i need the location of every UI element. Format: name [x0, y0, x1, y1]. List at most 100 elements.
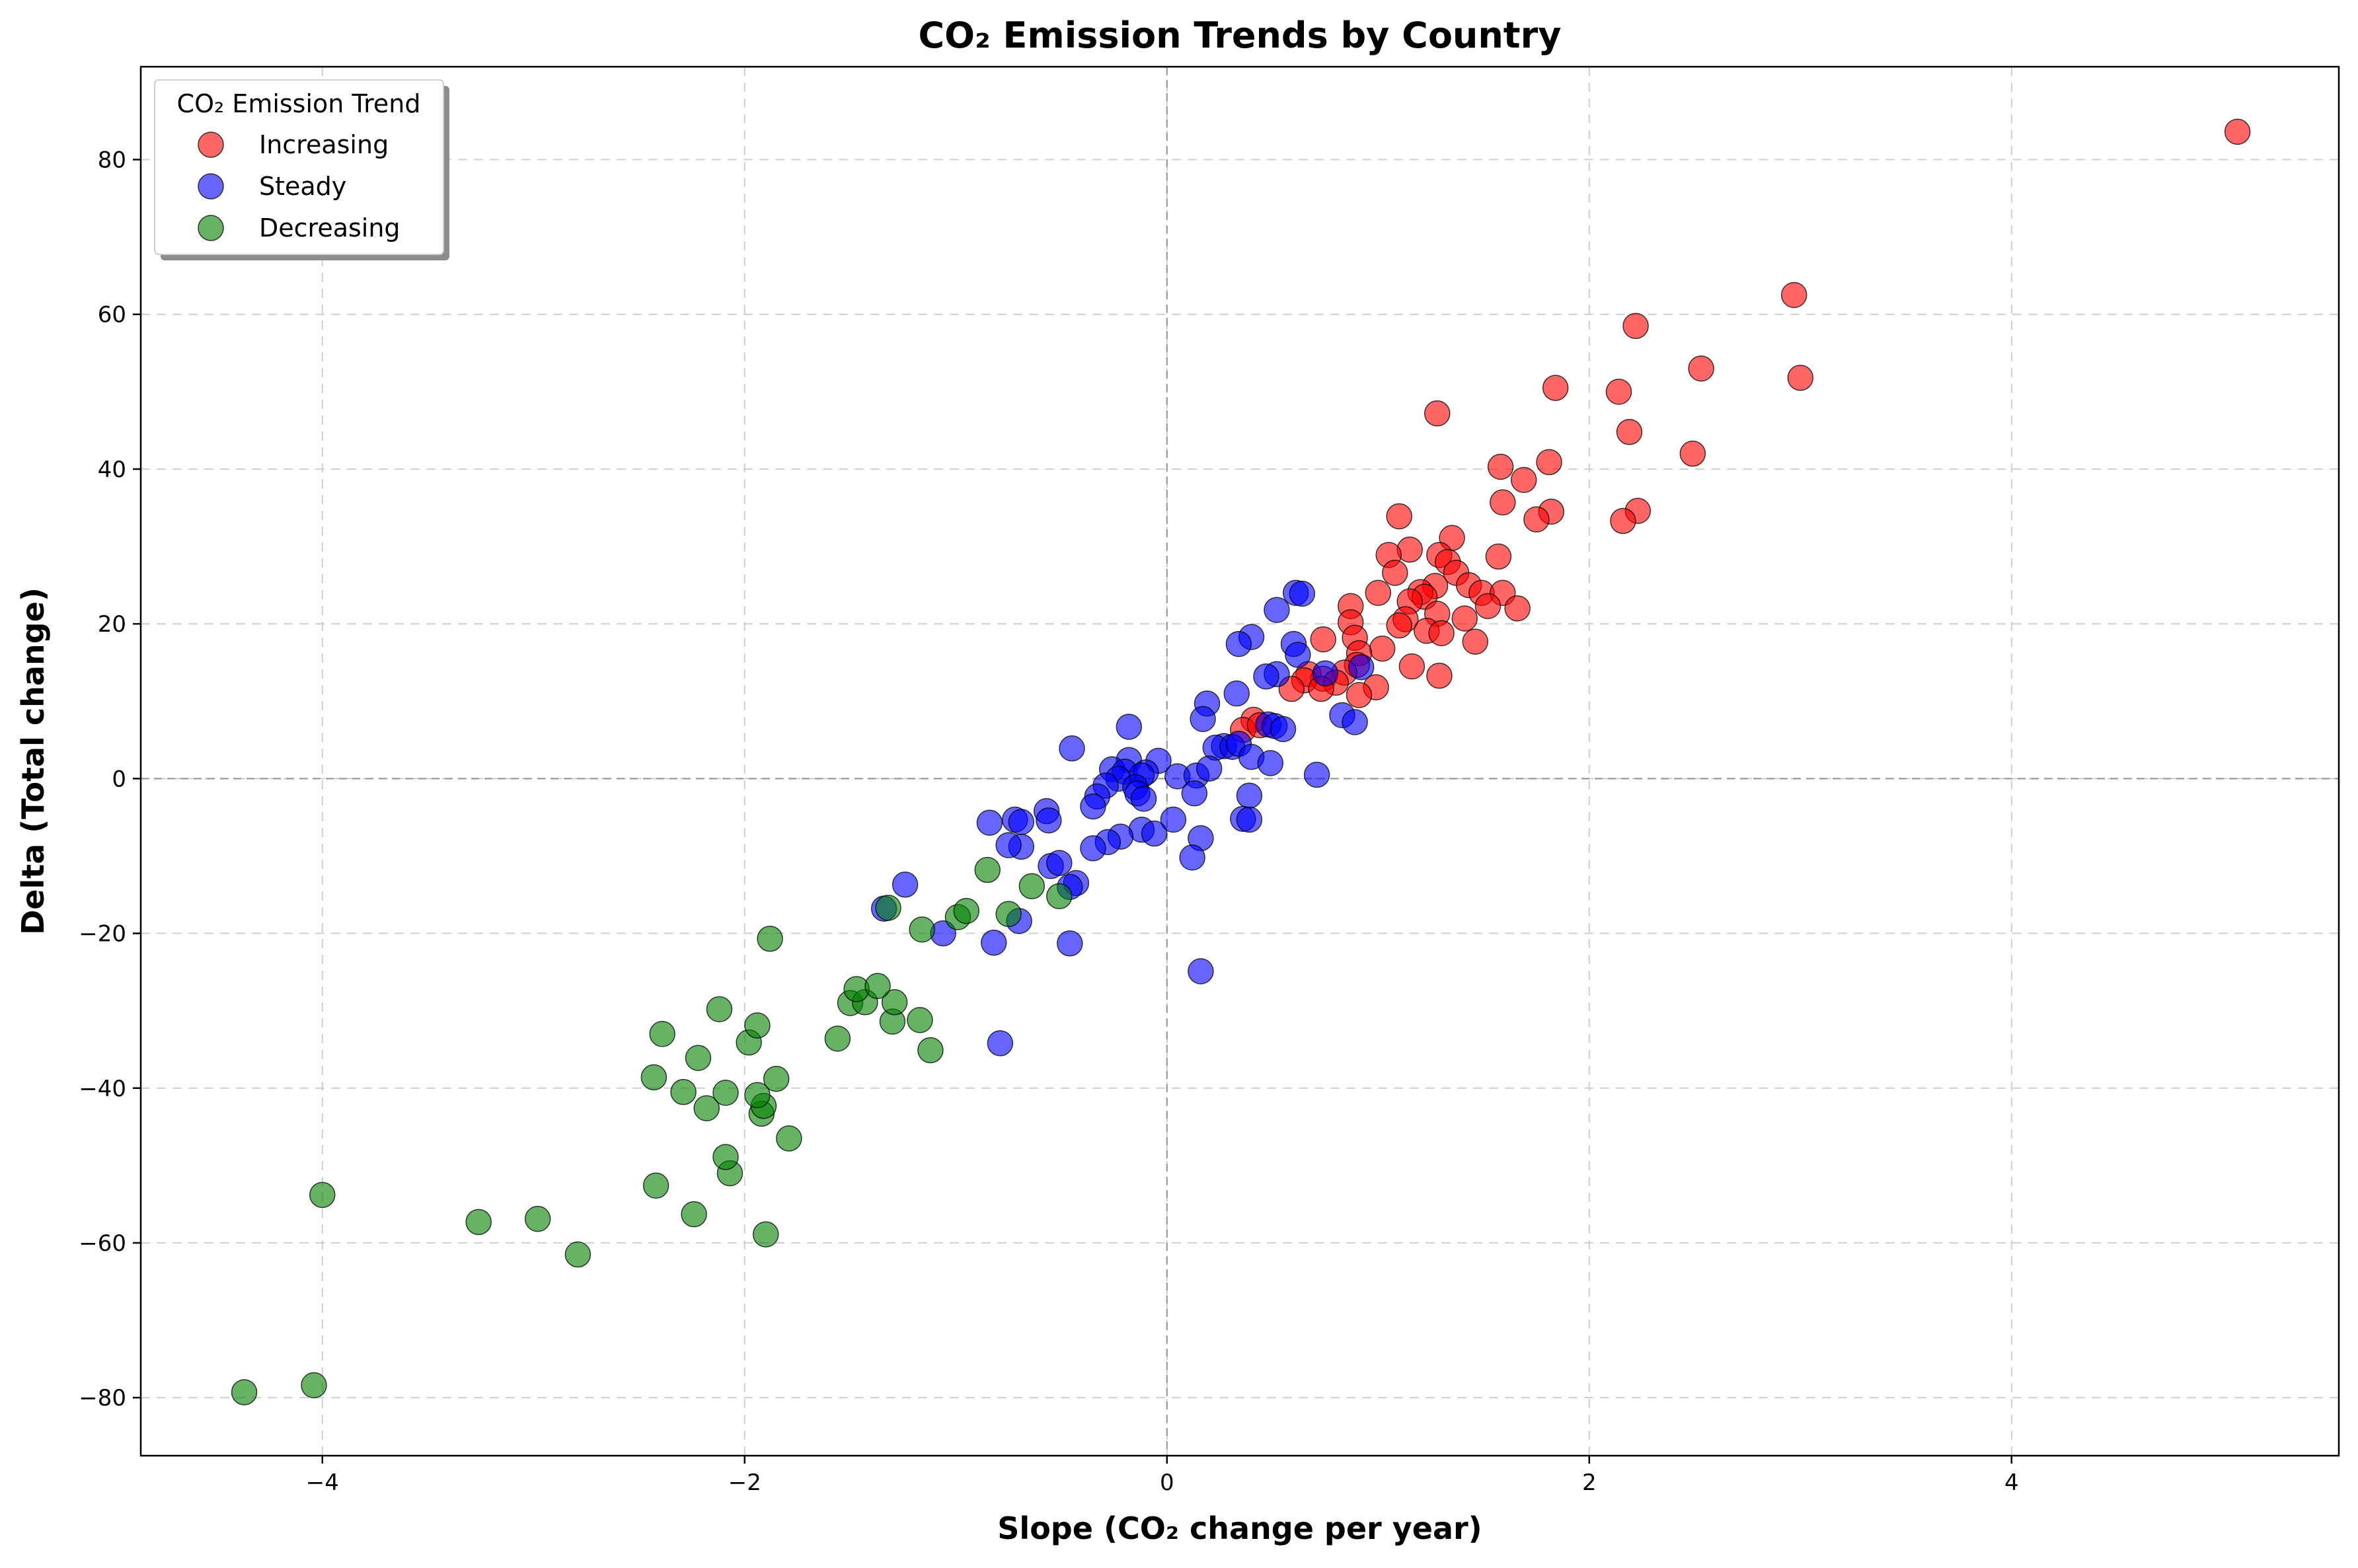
legend: CO₂ Emission Trend Increasing Steady Decre… [154, 79, 449, 260]
data-point [1787, 365, 1814, 391]
data-point [1688, 355, 1714, 382]
y-tick-label: 0 [112, 766, 126, 792]
legend-box [154, 79, 444, 255]
y-tick-label: 40 [98, 457, 126, 483]
data-point [763, 1065, 790, 1092]
y-tick-label: 60 [98, 302, 126, 328]
data-point [1059, 735, 1085, 762]
data-point [1386, 503, 1412, 530]
data-point [1365, 579, 1392, 607]
data-point [881, 989, 908, 1016]
data-point [909, 916, 935, 943]
data-point [1264, 597, 1290, 623]
series-increasing [1230, 118, 2251, 743]
data-point [1116, 714, 1143, 740]
plot-frame [139, 65, 2340, 1457]
legend-marker [198, 215, 224, 241]
data-point [875, 895, 901, 921]
y-tick-label: −20 [79, 921, 126, 948]
legend-marker [198, 173, 224, 200]
data-point [1474, 593, 1502, 619]
data-point [1190, 706, 1216, 732]
data-point [987, 1030, 1014, 1057]
data-point [1270, 716, 1297, 743]
legend-marker [198, 131, 224, 158]
data-point [1428, 620, 1455, 646]
x-tick-label: −2 [728, 1470, 761, 1496]
data-point [2224, 118, 2251, 145]
data-point [1253, 663, 1279, 690]
data-point [1485, 543, 1512, 570]
legend-label: Decreasing [259, 213, 400, 243]
data-point [1348, 653, 1375, 681]
data-point [1610, 507, 1636, 535]
data-point [1679, 440, 1706, 467]
data-point [649, 1021, 675, 1047]
data-point [564, 1241, 591, 1268]
data-point [1386, 612, 1412, 639]
data-point [1398, 653, 1426, 680]
data-point [1160, 806, 1187, 833]
data-point [1046, 883, 1073, 910]
data-point [1236, 782, 1263, 809]
data-point [1487, 453, 1514, 480]
data-point [1236, 806, 1263, 833]
legend-entries: Increasing Steady Decreasing [198, 130, 400, 243]
y-tick-label: 80 [98, 147, 126, 174]
data-point [1346, 682, 1373, 708]
x-tick-label: 0 [1160, 1470, 1174, 1496]
data-point [744, 1012, 771, 1039]
data-point [953, 897, 979, 924]
x-tick-label: 4 [2004, 1470, 2019, 1496]
data-point [744, 1082, 771, 1109]
data-point [706, 996, 733, 1023]
legend-label: Increasing [259, 130, 389, 159]
data-point [693, 1095, 720, 1121]
data-point [1780, 281, 1807, 309]
data-point [1285, 642, 1311, 668]
data-point [1141, 820, 1168, 847]
data-point [1605, 379, 1632, 405]
data-point [1504, 595, 1531, 622]
x-tick-label: −4 [306, 1470, 339, 1496]
data-point [1310, 626, 1336, 653]
data-point [1536, 449, 1562, 476]
data-point [712, 1144, 739, 1170]
data-point [1510, 467, 1537, 494]
data-point [752, 1221, 779, 1248]
data-point [1179, 844, 1205, 871]
data-point [1018, 873, 1046, 899]
data-point [1303, 761, 1330, 788]
data-point [301, 1372, 327, 1399]
data-point [1181, 780, 1208, 807]
data-point [1426, 662, 1453, 689]
data-point [1289, 580, 1316, 607]
y-tick-label: 20 [98, 611, 126, 638]
data-point [1622, 313, 1649, 340]
data-point [681, 1201, 707, 1228]
data-point [1057, 930, 1083, 957]
data-point [1257, 750, 1284, 776]
data-point [1490, 489, 1516, 516]
data-point [1196, 755, 1223, 782]
data-point [981, 929, 1007, 956]
data-point [465, 1209, 492, 1236]
data-point [824, 1026, 851, 1052]
data-point [776, 1125, 802, 1152]
data-point [231, 1379, 258, 1405]
y-tick-label: −80 [79, 1385, 126, 1411]
data-point [1462, 628, 1488, 655]
y-tick-label: −40 [79, 1076, 126, 1102]
data-point [1369, 635, 1396, 662]
series-decreasing [231, 856, 1073, 1405]
x-tick-label: 2 [1582, 1470, 1597, 1496]
data-point [1223, 680, 1250, 707]
data-point [907, 1006, 933, 1033]
data-point [1382, 560, 1408, 586]
data-point [995, 832, 1022, 858]
data-point [974, 856, 1001, 883]
data-point [524, 1205, 551, 1232]
data-point [757, 926, 783, 952]
